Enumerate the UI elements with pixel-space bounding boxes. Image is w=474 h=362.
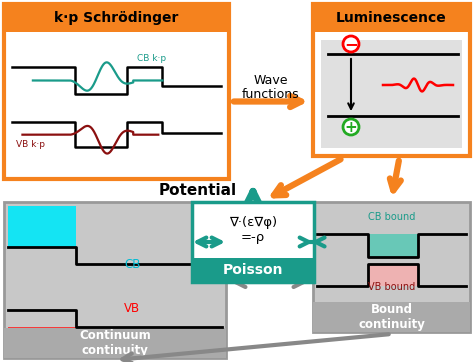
Bar [4, 202, 226, 358]
Text: VB k·p: VB k·p [16, 140, 45, 149]
Text: Luminescence: Luminescence [336, 11, 447, 25]
Bar [313, 4, 470, 32]
Bar [313, 202, 470, 332]
Bar [4, 202, 226, 358]
Text: CB k·p: CB k·p [137, 54, 166, 63]
Text: CB bound: CB bound [368, 212, 415, 222]
Bar [192, 258, 314, 282]
Text: Potential: Potential [159, 183, 237, 198]
Bar [4, 328, 226, 358]
Text: Poisson: Poisson [223, 263, 283, 277]
Bar [313, 302, 470, 332]
Text: k·p Schrödinger: k·p Schrödinger [55, 11, 179, 25]
Bar [4, 4, 229, 179]
Bar [8, 327, 76, 328]
Text: VB bound: VB bound [368, 282, 415, 292]
Bar [368, 234, 418, 257]
Bar [368, 264, 418, 286]
Text: Bound
continuity: Bound continuity [358, 303, 425, 331]
Bar [313, 202, 470, 332]
Text: ∇·(ε∇φ)
=-ρ: ∇·(ε∇φ) =-ρ [229, 216, 277, 244]
Text: CB: CB [124, 258, 140, 271]
Circle shape [343, 119, 359, 135]
Text: −: − [344, 35, 358, 53]
Bar [313, 4, 470, 156]
Bar [192, 202, 314, 282]
Bar [4, 4, 229, 32]
Text: Scattering: Scattering [235, 257, 304, 270]
Text: Continuum
continuity: Continuum continuity [79, 329, 151, 357]
Bar [8, 206, 76, 247]
Circle shape [343, 36, 359, 52]
Bar [321, 40, 462, 148]
Text: VB: VB [124, 302, 140, 315]
Text: +: + [345, 119, 357, 135]
Text: Wave
functions: Wave functions [242, 73, 300, 101]
